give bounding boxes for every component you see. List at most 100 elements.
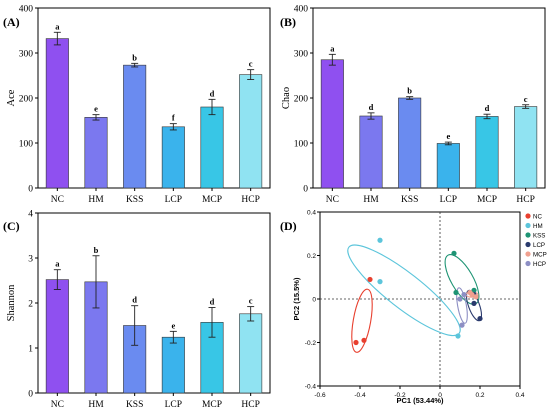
significance-letter: d (210, 297, 215, 307)
x-tick-label: 0 (438, 392, 442, 399)
significance-letter: d (132, 295, 137, 305)
significance-letter: b (132, 52, 137, 62)
plot-frame (37, 212, 271, 394)
bar (475, 116, 499, 189)
point-mcp (467, 289, 473, 296)
bar (200, 106, 224, 189)
x-tick-label: HM (363, 195, 379, 205)
significance-letter: a (55, 259, 60, 269)
y-tick-label: -0.4 (305, 384, 317, 391)
y-tick-label: 4 (28, 210, 33, 220)
bar (320, 59, 344, 189)
y-tick-label: 0 (28, 185, 33, 195)
significance-letter: c (249, 296, 253, 306)
panel-label: (C) (3, 219, 20, 233)
legend-marker-hcp (525, 260, 531, 267)
significance-letter: d (485, 103, 490, 113)
significance-letter: d (369, 102, 374, 112)
y-tick-label: 200 (19, 95, 34, 105)
point-hcp (457, 296, 463, 302)
legend-marker-mcp (525, 251, 531, 257)
y-tick-label: 400 (294, 5, 309, 15)
x-tick-label: HM (88, 400, 104, 408)
y-tick-label: 300 (294, 50, 309, 60)
bar (398, 97, 422, 189)
legend-label-lcp: LCP (533, 242, 545, 249)
point-nc (367, 276, 373, 283)
x-tick-label: HCP (241, 400, 259, 408)
point-hcp (459, 322, 465, 328)
point-kss (471, 287, 477, 293)
bar (45, 279, 69, 394)
legend-label-kss: KSS (533, 232, 545, 239)
panel-label: (A) (3, 15, 20, 29)
legend-marker-kss (525, 232, 531, 238)
y-axis-label: PC2 (15.5%) (292, 277, 301, 320)
significance-letter: e (94, 104, 98, 114)
confidence-ellipse-nc (351, 288, 373, 353)
significance-letter: e (446, 131, 450, 141)
x-tick-label: MCP (477, 195, 497, 205)
x-tick-label: NC (51, 195, 64, 205)
bar (359, 115, 383, 189)
bar (514, 106, 538, 189)
y-tick-label: -0.2 (305, 340, 317, 347)
legend-marker-nc (525, 213, 531, 219)
y-tick-label: 0 (303, 185, 308, 195)
bar (123, 64, 147, 189)
point-hm (377, 279, 383, 285)
panel-0: 0 100 200 300 400 Ace (A) a NC e HM b KSS f LCP d MCP c HC… (3, 5, 271, 205)
bar (161, 126, 185, 189)
significance-letter: c (524, 94, 528, 104)
confidence-ellipse-hm (347, 244, 461, 337)
panel-1: 0 100 200 300 400 Chao (B) a NC d HM b KSS e LCP d MCP c H… (280, 5, 546, 205)
x-tick-label: HCP (516, 195, 534, 205)
y-tick-label: 200 (294, 95, 309, 105)
confidence-ellipse-hcp (456, 287, 468, 324)
legend: NC HM KSS LCP MCP HCP (525, 213, 547, 268)
x-tick-label: 0.2 (475, 392, 484, 399)
point-nc (353, 339, 359, 346)
x-tick-label: KSS (126, 195, 143, 205)
legend-marker-hm (525, 222, 531, 229)
significance-letter: a (330, 43, 335, 53)
plot-frame (312, 7, 546, 189)
legend-label-nc: NC (533, 213, 542, 220)
significance-letter: b (407, 86, 412, 96)
y-tick-label: 100 (294, 140, 309, 150)
y-axis-label: Shannon (6, 284, 17, 322)
y-tick-label: 3 (28, 255, 33, 265)
point-hm (455, 333, 461, 339)
point-lcp (471, 300, 477, 306)
y-tick-label: 0.4 (307, 210, 316, 217)
significance-letter: b (94, 245, 99, 255)
panel-2: 0 1 2 3 4 Shannon (C) a NC b HM d KSS e LCP d MCP c HCP (3, 210, 271, 408)
x-tick-label: -0.2 (394, 392, 406, 399)
bar (45, 38, 69, 189)
bar (161, 336, 185, 394)
point-mcp (473, 294, 479, 300)
y-tick-label: 400 (19, 5, 34, 15)
bar (84, 117, 108, 189)
legend-label-hcp: HCP (533, 261, 546, 268)
legend-marker-lcp (525, 241, 531, 248)
x-tick-label: KSS (401, 195, 418, 205)
plot-frame (37, 7, 271, 189)
y-tick-label: 0.2 (307, 253, 316, 260)
panel-label: (D) (280, 219, 297, 233)
x-tick-label: KSS (126, 400, 143, 408)
bar (239, 74, 263, 189)
y-tick-label: 1 (28, 345, 33, 355)
x-tick-label: LCP (165, 195, 182, 205)
y-tick-label: 0 (312, 297, 316, 304)
x-tick-label: NC (51, 400, 64, 408)
y-tick-label: 300 (19, 50, 34, 60)
x-tick-label: -0.4 (354, 392, 366, 399)
y-tick-label: 0 (28, 390, 33, 400)
point-nc (361, 337, 367, 343)
bar (436, 143, 460, 189)
y-axis-label: Ace (6, 89, 17, 106)
bar (239, 313, 263, 394)
